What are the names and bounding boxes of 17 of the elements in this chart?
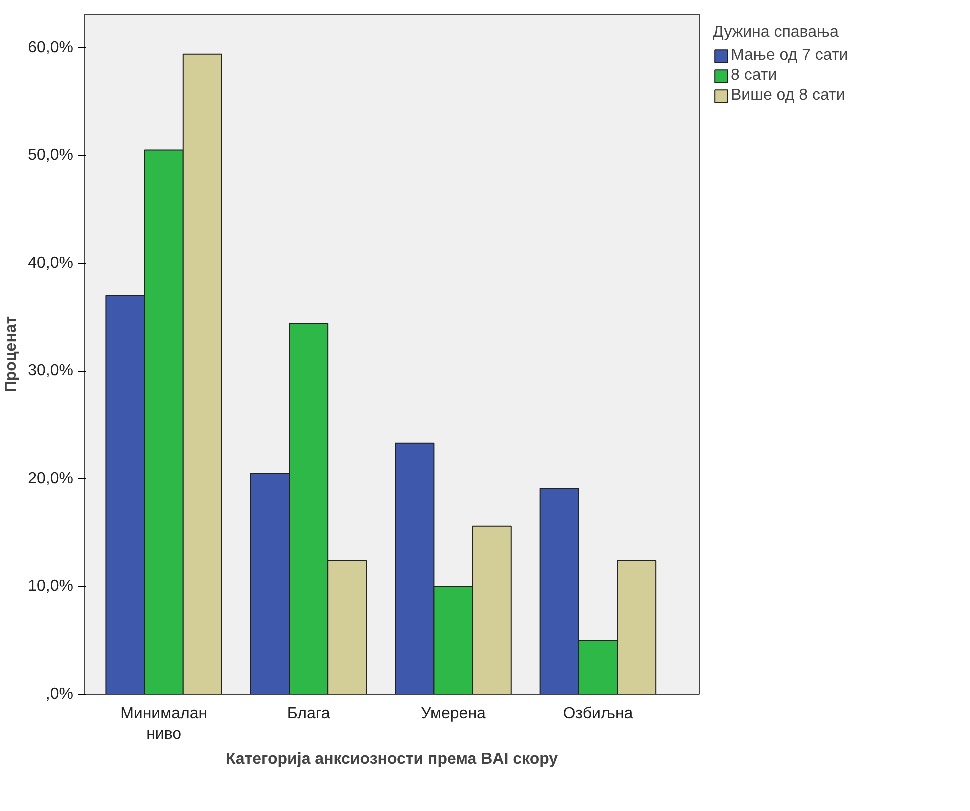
y-tick-label: ,0%	[46, 686, 74, 703]
y-tick-label: 10,0%	[28, 578, 74, 596]
legend-title: Дужина спавања	[713, 24, 840, 42]
y-tick-label: 30,0%	[28, 362, 74, 380]
x-tick-label: Минималан ниво	[120, 706, 208, 743]
y-tick-label: 40,0%	[28, 254, 74, 272]
x-axis-title: Категорија анксиозности према BAI скору	[226, 750, 558, 768]
y-tick-label: 50,0%	[28, 147, 74, 164]
y-tick-label: 20,0%	[28, 470, 74, 488]
y-tick-label: 60,0%	[28, 39, 74, 56]
y-axis-title: Проценат	[3, 316, 20, 393]
x-tick-label: Блага	[287, 706, 330, 722]
x-tick-label: Умерена	[421, 706, 486, 722]
x-tick-label: Озбиљна	[563, 706, 634, 722]
legend-label: 8 сати	[731, 67, 778, 85]
legend-label: Мање од 7 сати	[731, 47, 848, 65]
legend-label: Више од 8 сати	[731, 87, 846, 105]
